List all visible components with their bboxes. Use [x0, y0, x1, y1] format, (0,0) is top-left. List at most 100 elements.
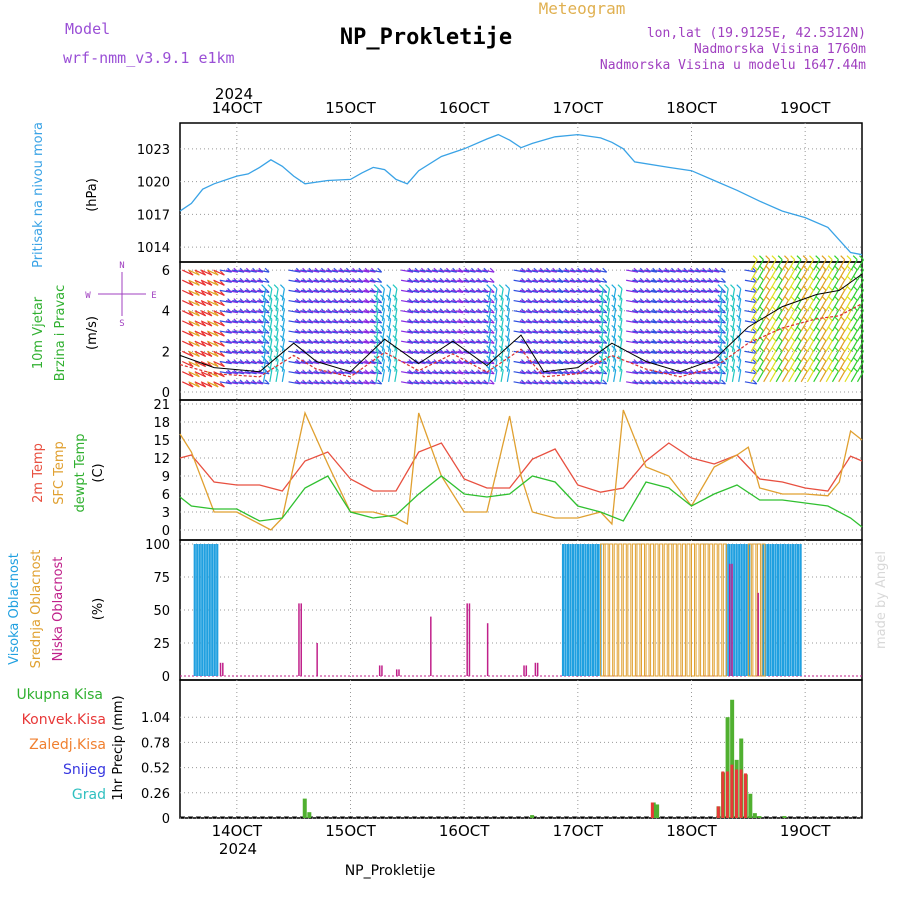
- wind-barb: [632, 371, 645, 375]
- wind-barb: [644, 330, 657, 334]
- wind-barb: [850, 360, 858, 372]
- wind-barb: [551, 371, 564, 375]
- wind-barb: [288, 310, 301, 314]
- wind-barb: [557, 310, 570, 314]
- wind-barb: [444, 350, 457, 355]
- wind-barb: [719, 298, 723, 311]
- wind-barb: [707, 340, 720, 344]
- wind-barb: [338, 289, 351, 294]
- wind-barb: [244, 269, 257, 273]
- wind-barb: [444, 269, 457, 273]
- wind-barb: [300, 279, 313, 283]
- wind-barb-tick: [194, 280, 200, 286]
- y-tick-label: 100: [145, 538, 170, 553]
- day-label-top: 18OCT: [666, 99, 717, 117]
- wind-barb: [519, 279, 532, 283]
- high-cloud-bar: [796, 544, 800, 676]
- wind-barb: [563, 289, 576, 294]
- wind-barb: [557, 269, 570, 273]
- wind-barb-tick: [721, 277, 726, 283]
- wind-barb: [200, 310, 213, 317]
- wind-barb: [850, 371, 858, 383]
- wind-barb: [275, 339, 279, 352]
- wind-barb: [831, 289, 839, 301]
- wind-barb: [750, 360, 758, 372]
- wind-barb: [532, 289, 545, 294]
- wind-barb: [350, 320, 363, 324]
- wind-barb: [238, 350, 251, 355]
- wind-barb: [207, 289, 219, 297]
- wind-barb: [400, 269, 414, 273]
- wind-barb: [838, 289, 846, 301]
- wind-barb: [544, 350, 557, 355]
- wind-barb: [200, 350, 213, 357]
- wind-barb: [213, 289, 225, 297]
- wind-barb: [731, 359, 736, 372]
- wind-barb: [651, 289, 664, 294]
- wind-barb: [357, 340, 370, 344]
- wind-barb: [332, 330, 345, 334]
- wind-barb: [744, 371, 757, 375]
- wind-barb: [244, 330, 257, 334]
- wind-barb: [819, 300, 827, 312]
- wind-barb: [526, 360, 539, 365]
- wind-barb: [288, 279, 301, 283]
- wind-barb: [738, 349, 742, 362]
- day-label-bottom: 14OCT: [212, 822, 263, 840]
- wind-barb: [506, 349, 511, 362]
- pressure-frame: [179, 122, 863, 263]
- wind-barb: [419, 299, 432, 304]
- wind-barb: [813, 350, 821, 362]
- wind-barb: [332, 310, 345, 314]
- wind-barb: [557, 320, 570, 324]
- wind-barb: [482, 289, 495, 294]
- wind-barb: [800, 310, 808, 322]
- wind-barb: [725, 369, 729, 382]
- wind-barb: [600, 308, 604, 321]
- wind-barb: [794, 340, 802, 352]
- wind-barb: [475, 310, 489, 314]
- wind-barb-tick: [219, 362, 225, 368]
- wind-barb: [544, 289, 557, 294]
- wind-barb: [463, 299, 476, 304]
- wind-barb: [407, 289, 420, 294]
- conv-precip-bar: [721, 771, 725, 818]
- wind-barb: [551, 330, 564, 334]
- wind-barb: [701, 350, 714, 355]
- wind-barb: [219, 279, 232, 283]
- wind-barb: [357, 269, 370, 273]
- wind-barb: [250, 371, 263, 375]
- wind-barb: [644, 289, 657, 294]
- wind-barb-tick: [207, 341, 213, 347]
- wind-barb-tick: [219, 270, 225, 276]
- wind-barb: [594, 299, 607, 304]
- high-cloud-bar: [779, 544, 782, 676]
- wind-barb: [332, 320, 345, 324]
- wind-barb: [182, 330, 194, 337]
- wind-barb: [425, 350, 439, 355]
- wind-barb: [576, 381, 589, 385]
- wind-barb: [182, 269, 194, 276]
- wind-barb: [469, 330, 482, 334]
- wind-barb: [563, 371, 576, 375]
- wind-barb: [819, 259, 827, 271]
- wind-barb-tick: [815, 255, 821, 261]
- wind-barb: [725, 298, 729, 311]
- wind-barb: [257, 279, 270, 283]
- wind-barb: [725, 339, 729, 352]
- wind-barb: [188, 289, 200, 297]
- total-precip-bar: [757, 816, 762, 818]
- wind-barb: [488, 298, 492, 311]
- wind-barb: [506, 319, 511, 332]
- low-cloud-bar: [378, 665, 381, 676]
- wind-barb: [526, 299, 539, 304]
- wind-barb: [281, 359, 285, 372]
- wind-barb: [381, 319, 386, 332]
- total-precip-bar: [307, 812, 312, 818]
- wind-barb: [582, 269, 595, 273]
- legend-conv: Konvek.Kisa: [22, 712, 106, 728]
- total-precip-bar: [730, 699, 735, 818]
- wind-barb: [513, 310, 526, 314]
- wind-barb: [688, 320, 701, 324]
